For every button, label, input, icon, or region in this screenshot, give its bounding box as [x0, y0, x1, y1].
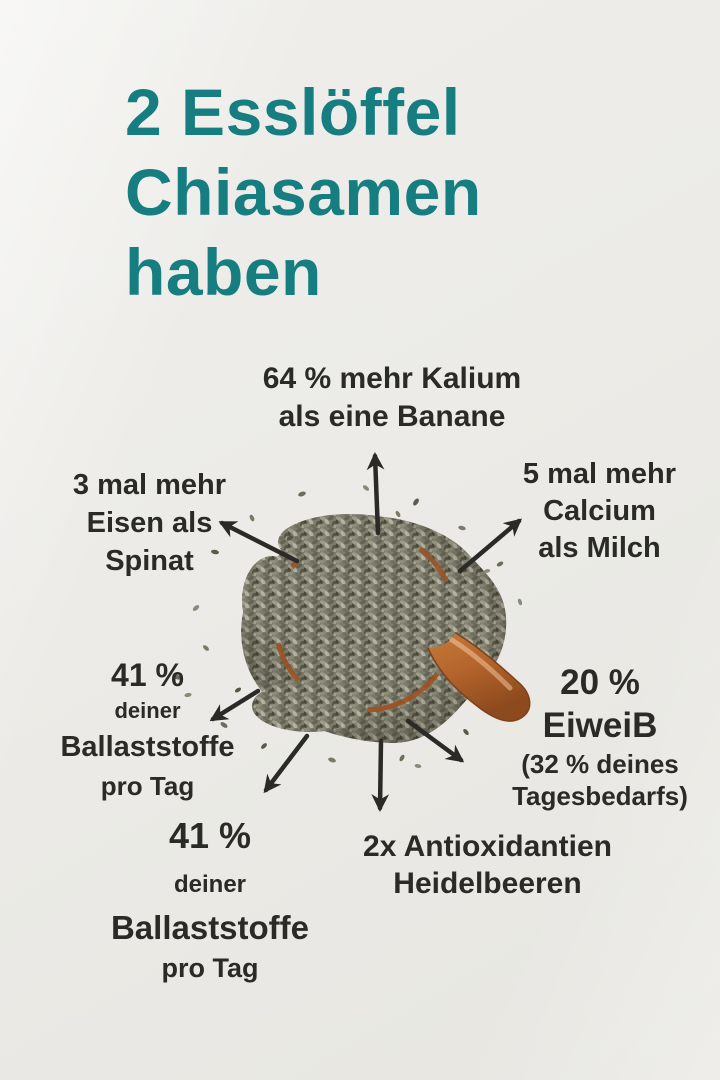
fact-line: als eine Banane [278, 400, 506, 433]
fact-nutrient: Ballaststoffe [60, 731, 235, 763]
title-line-3: haben [125, 235, 322, 309]
arrow-to-antioxidants-icon [371, 738, 390, 812]
fact-qualifier: deiner [173, 871, 247, 898]
fact-line: 5 mal mehr [522, 458, 677, 490]
fact-line: Heidelbeeren [393, 867, 582, 900]
page-title: 2 Esslöffel Chiasamen haben [125, 72, 645, 312]
fact-protein: 20 % EiweiB (32 % deines Tagesbedarfs) [500, 662, 700, 812]
fact-note-line: Tagesbedarfs) [512, 781, 688, 811]
seed-clumps [242, 514, 496, 732]
fact-line: 64 % mehr Kalium [262, 362, 522, 395]
fact-qualifier: deiner [114, 698, 181, 723]
fact-value-line: 41 % deiner [90, 814, 330, 907]
fact-line: Spinat [105, 545, 194, 577]
fact-note-line: (32 % deines [521, 749, 679, 779]
fact-line: 2x Antioxidantien [363, 830, 612, 863]
fact-value: 41 % [111, 657, 184, 693]
fact-antioxidants: 2x Antioxidantien Heidelbeeren [325, 828, 650, 902]
fact-value: 41 % [168, 815, 252, 856]
fact-line: Calcium [543, 495, 656, 527]
spoon-rim [272, 527, 458, 713]
fact-eisen: 3 mal mehr Eisen als Spinat [52, 466, 247, 580]
seed-clump-over-handle [396, 608, 456, 648]
title-line-1: 2 Esslöffel [125, 75, 461, 149]
fact-line: Eisen als [86, 507, 213, 539]
fact-nutrient: EiweiB [542, 706, 658, 745]
seed-pile [241, 515, 507, 744]
fact-fiber-left: 41 % deiner Ballaststoffe pro Tag [50, 654, 245, 804]
fact-period: pro Tag [100, 771, 195, 801]
fact-calcium: 5 mal mehr Calcium als Milch [502, 456, 697, 567]
arrow-to-protein-icon [405, 718, 465, 763]
arrow-to-kalium-icon [366, 452, 385, 536]
fact-nutrient: Ballaststoffe [110, 909, 310, 946]
fact-kalium: 64 % mehr Kalium als eine Banane [232, 360, 552, 436]
fact-line: als Milch [538, 532, 661, 564]
fact-period: pro Tag [161, 953, 259, 983]
fact-line: 3 mal mehr [72, 469, 227, 501]
title-line-2: Chiasamen [125, 155, 482, 229]
fact-fiber-bottom: 41 % deiner Ballaststoffe pro Tag [90, 814, 330, 987]
arrow-to-fiber-bottom-icon [263, 733, 310, 794]
fact-value: 20 % [560, 663, 640, 702]
